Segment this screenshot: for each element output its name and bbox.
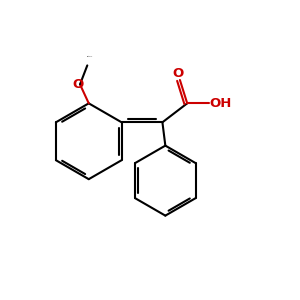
Text: OH: OH — [209, 97, 231, 110]
Text: O: O — [173, 67, 184, 80]
Text: O: O — [72, 78, 84, 91]
Text: methoxy: methoxy — [87, 56, 94, 57]
